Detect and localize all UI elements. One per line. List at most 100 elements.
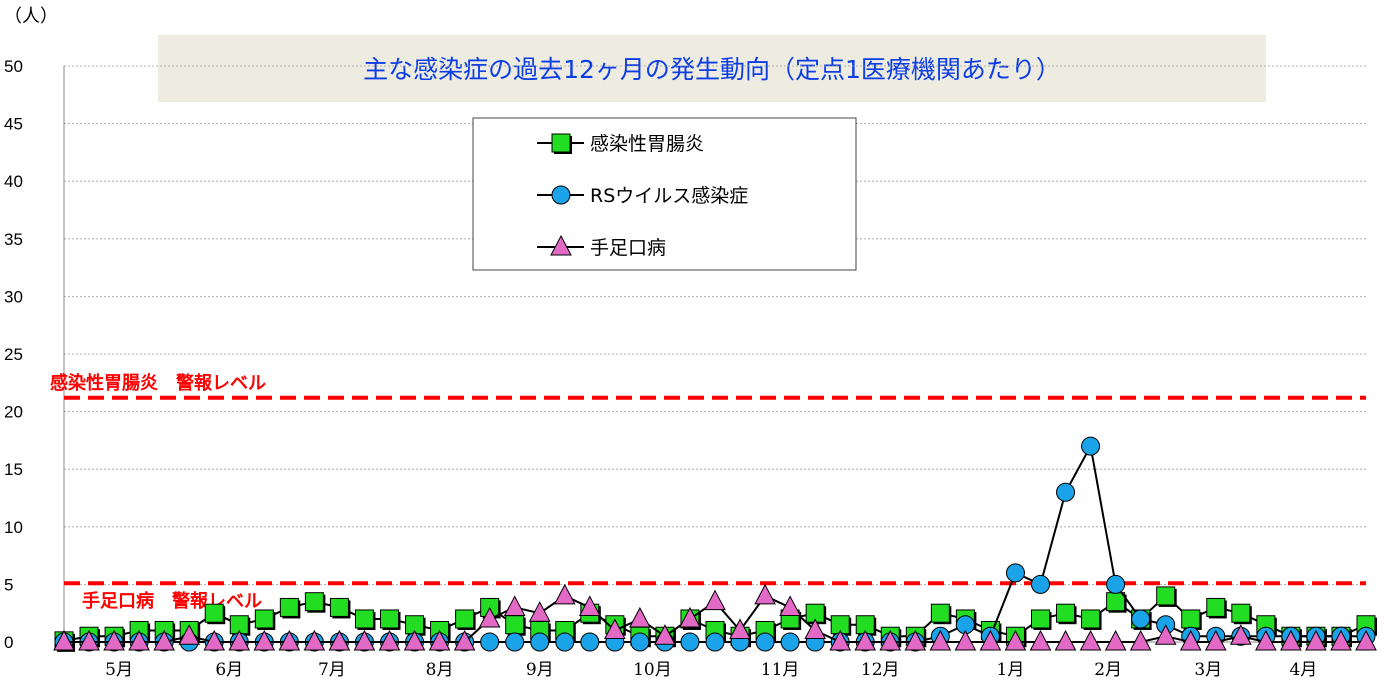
data-point (505, 615, 525, 635)
data-point (1031, 609, 1050, 629)
data-point (729, 618, 751, 639)
x-tick-label: 11月 (761, 660, 800, 680)
legend-marker (551, 133, 571, 153)
series-3 (53, 583, 1377, 651)
data-point (1054, 629, 1077, 651)
data-point (1081, 609, 1101, 629)
data-point (1031, 574, 1050, 594)
data-point (228, 629, 251, 651)
x-tick-label: 10月 (633, 660, 672, 680)
data-point (580, 632, 600, 652)
data-point (1131, 609, 1151, 629)
data-point (779, 595, 801, 616)
data-point (754, 583, 776, 605)
data-point (304, 592, 324, 612)
x-tick-label: 1月 (997, 660, 1025, 680)
data-point (1229, 624, 1252, 645)
data-point (403, 629, 426, 651)
data-point (979, 629, 1002, 651)
x-tick-label: 8月 (426, 660, 454, 680)
y-tick-label: 40 (4, 172, 23, 191)
alert-label: 手足口病 警報レベル (82, 590, 262, 612)
data-point (1204, 629, 1227, 651)
series-group (53, 436, 1377, 652)
unit-label: （人） (4, 6, 58, 27)
title-box (158, 35, 1266, 102)
data-point (1106, 574, 1126, 594)
y-tick-label: 15 (4, 460, 23, 479)
data-point (353, 629, 376, 651)
x-tick-label: 5月 (105, 660, 133, 680)
legend-label: RSウイルス感染症 (590, 185, 748, 207)
data-point (378, 629, 401, 651)
data-point (428, 629, 451, 651)
y-tick-label: 45 (4, 115, 23, 134)
data-point (505, 632, 525, 652)
data-point (1181, 609, 1201, 629)
data-point (1255, 629, 1277, 651)
legend-marker (550, 234, 572, 256)
data-point (530, 632, 550, 652)
y-axis: 0 5 10 15 20 25 30 35 40 45 50 (4, 57, 65, 652)
data-point (1079, 629, 1102, 651)
data-point (954, 629, 977, 651)
data-point (1104, 629, 1127, 651)
y-tick-label: 10 (4, 518, 23, 537)
data-point (380, 609, 399, 629)
data-point (704, 589, 726, 611)
data-point (1206, 597, 1226, 617)
data-point (1154, 624, 1177, 645)
data-point (829, 629, 852, 651)
x-tick-label: 9月 (526, 660, 554, 680)
data-point (1056, 482, 1076, 502)
data-point (1179, 629, 1202, 651)
data-point (1231, 603, 1251, 623)
data-point (1355, 629, 1377, 651)
alert-label: 感染性胃腸炎 警報レベル (50, 372, 266, 394)
data-point (78, 629, 100, 651)
data-point (278, 629, 301, 651)
data-point (630, 632, 650, 652)
data-point (553, 583, 576, 605)
data-point (528, 601, 551, 622)
legend-marker (551, 185, 571, 205)
y-tick-label: 5 (4, 575, 13, 594)
data-point (629, 606, 651, 628)
x-tick-label: 2月 (1094, 660, 1122, 680)
data-point (804, 618, 826, 639)
data-point (1056, 603, 1076, 623)
data-point (254, 609, 274, 629)
data-point (478, 606, 501, 628)
x-tick-label: 12月 (861, 660, 900, 680)
data-point (1129, 629, 1152, 651)
y-tick-label: 0 (4, 633, 13, 652)
data-point (303, 629, 326, 651)
y-tick-label: 25 (4, 345, 23, 364)
x-tick-label: 3月 (1194, 660, 1222, 680)
data-point (1156, 586, 1176, 606)
data-point (455, 609, 475, 629)
data-point (854, 629, 877, 651)
x-tick-label: 4月 (1289, 660, 1317, 680)
data-point (780, 632, 800, 652)
data-point (503, 595, 526, 616)
data-point (578, 595, 601, 616)
y-tick-label: 50 (4, 57, 23, 76)
data-point (705, 632, 725, 652)
legend-label: 手足口病 (590, 237, 666, 259)
data-point (654, 624, 676, 645)
data-point (329, 597, 349, 617)
chart-title: 主な感染症の過去12ヶ月の発生動向（定点1医療機関あたり） (363, 55, 1061, 84)
data-point (354, 609, 374, 629)
y-tick-label: 20 (4, 403, 23, 422)
data-point (680, 632, 700, 652)
data-point (1280, 629, 1302, 651)
data-point (1330, 629, 1352, 651)
data-point (453, 629, 476, 651)
data-point (480, 632, 500, 652)
data-point (1106, 592, 1126, 612)
legend-label: 感染性胃腸炎 (590, 133, 704, 155)
x-tick-label: 6月 (215, 660, 243, 680)
data-point (53, 629, 75, 651)
